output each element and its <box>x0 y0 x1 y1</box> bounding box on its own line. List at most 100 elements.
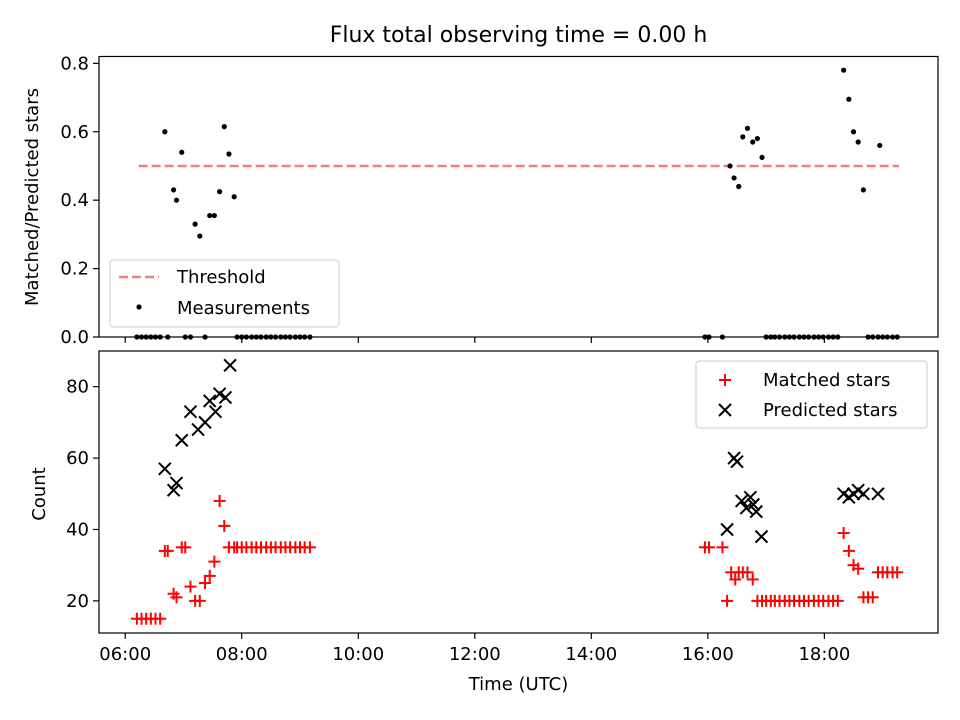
measurement-point <box>197 233 203 239</box>
legend-matched-label: Matched stars <box>763 370 890 391</box>
top-y-ticks: 0.0 0.2 0.4 0.6 0.8 <box>60 53 99 348</box>
predicted-star-point <box>198 415 212 430</box>
matched-star-point <box>842 544 855 557</box>
x-tick-label: 10:00 <box>332 644 384 665</box>
legend-measurements-label: Measurements <box>177 298 310 319</box>
top-y-tick-label: 0.2 <box>60 259 89 280</box>
measurement-point <box>231 194 237 200</box>
predicted-star-point <box>734 494 749 508</box>
x-tick-label: 12:00 <box>449 644 501 665</box>
matched-star-point <box>729 573 742 586</box>
measurement-point <box>750 139 756 145</box>
x-axis-label: Time (UTC) <box>468 674 569 695</box>
bottom-points-layer <box>130 358 904 625</box>
predicted-star-point <box>218 390 233 405</box>
matched-star-point <box>161 544 174 557</box>
bottom-plot-frame <box>98 350 939 634</box>
predicted-star-point <box>158 462 172 476</box>
predicted-star-point <box>183 404 198 419</box>
measurement-point <box>731 175 737 181</box>
matched-star-point <box>199 577 212 590</box>
predicted-star-point <box>208 404 223 419</box>
legend-matched-swatch <box>719 374 731 386</box>
measurement-point <box>226 151 232 157</box>
measurement-point <box>841 67 847 73</box>
predicted-star-point <box>202 394 217 408</box>
matched-star-point <box>831 594 844 607</box>
measurement-point <box>211 212 217 219</box>
measurement-point <box>754 135 760 142</box>
predicted-star-point <box>175 433 189 447</box>
bottom-y-tick-label: 60 <box>66 448 89 469</box>
measurement-point <box>860 187 867 193</box>
matched-star-point <box>170 591 183 604</box>
matched-star-point <box>721 594 734 607</box>
measurement-point <box>744 125 751 131</box>
measurement-point <box>162 129 168 135</box>
measurement-point <box>170 187 177 193</box>
predicted-star-point <box>856 487 871 501</box>
legend-threshold-label: Threshold <box>176 267 266 288</box>
bottom-y-tick-label: 20 <box>66 591 89 612</box>
measurement-point <box>855 139 861 145</box>
predicted-star-point <box>720 522 734 537</box>
matched-star-point <box>891 566 904 579</box>
bottom-x-ticks: 06:00 08:00 10:00 12:00 14:00 16:00 18:00 <box>99 633 850 665</box>
x-tick-label: 16:00 <box>682 644 734 665</box>
matched-star-point <box>213 494 226 507</box>
predicted-star-point <box>739 501 754 515</box>
bottom-y-ticks: 20 40 60 80 <box>66 377 99 612</box>
matched-star-point <box>303 541 316 554</box>
measurement-point <box>179 149 185 155</box>
top-y-tick-label: 0.8 <box>60 53 89 74</box>
predicted-star-point <box>871 487 885 501</box>
matched-star-point <box>852 562 865 575</box>
measurement-point <box>173 197 180 203</box>
matched-star-point <box>203 569 216 582</box>
measurement-point <box>877 142 883 149</box>
top-panel: 0.00.20.40.60.8 Matched/Predicted stars … <box>22 53 939 348</box>
measurement-point <box>740 134 746 140</box>
legend-predicted-swatch <box>718 403 732 417</box>
bottom-legend: Matched stars Predicted stars <box>695 360 928 429</box>
legend-predicted-label: Predicted stars <box>763 400 897 421</box>
bottom-y-axis-label: Count <box>29 467 50 520</box>
matched-star-point <box>154 612 167 625</box>
bottom-y-tick-label: 40 <box>66 519 89 540</box>
measurement-point <box>727 163 733 169</box>
predicted-star-point <box>749 504 763 519</box>
predicted-star-point <box>166 483 181 497</box>
bottom-legend-box <box>695 360 928 429</box>
matched-star-point <box>866 591 879 604</box>
top-legend-box <box>109 259 340 328</box>
top-y-tick-label: 0.0 <box>60 327 89 348</box>
measurement-point <box>846 96 852 102</box>
bottom-y-tick-label: 80 <box>66 377 89 398</box>
predicted-star-point <box>730 454 744 469</box>
matched-star-point <box>837 527 850 540</box>
x-tick-label: 14:00 <box>565 644 617 665</box>
top-y-axis-label: Matched/Predicted stars <box>22 88 43 306</box>
top-y-tick-label: 0.4 <box>60 190 89 211</box>
measurement-point <box>759 154 765 161</box>
top-y-tick-label: 0.6 <box>60 122 89 143</box>
predicted-star-point <box>754 529 769 544</box>
top-plot-frame <box>98 55 939 338</box>
measurement-point <box>221 124 227 130</box>
bottom-panel: 06:00 08:00 10:00 12:00 14:00 16:00 18:00 20 40… <box>29 350 939 695</box>
matched-star-point <box>741 566 754 579</box>
predicted-star-point <box>223 358 237 372</box>
matched-star-point <box>746 573 759 586</box>
predicted-star-point <box>169 476 184 490</box>
measurement-point <box>850 129 857 135</box>
x-tick-label: 06:00 <box>99 644 151 665</box>
matched-star-point <box>179 541 192 554</box>
x-tick-label: 08:00 <box>216 644 268 665</box>
legend-measurements-swatch <box>136 304 142 310</box>
chart-title: Flux total observing time = 0.00 h <box>330 23 708 48</box>
matched-star-point <box>184 580 197 593</box>
top-legend: Threshold Measurements <box>109 259 340 328</box>
measurement-point <box>217 189 223 195</box>
